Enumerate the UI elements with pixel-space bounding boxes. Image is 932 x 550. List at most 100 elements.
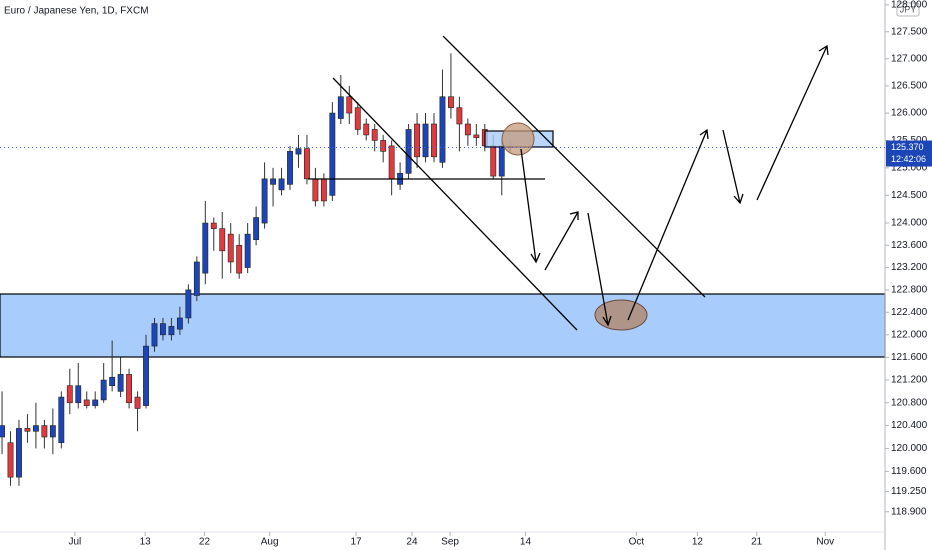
y-tick-label: 122.400 (891, 307, 928, 318)
candle-body (58, 396, 65, 444)
x-tick-label: Jul (68, 537, 81, 548)
candle-body (109, 376, 116, 387)
candle-body (244, 233, 251, 268)
x-tick-label: Oct (629, 537, 645, 548)
candle-body (380, 140, 387, 152)
y-tick-label: 126.500 (891, 80, 928, 91)
x-tick-label: 14 (520, 537, 532, 548)
candle-body (312, 178, 319, 202)
candle-body (202, 222, 209, 274)
y-tick-label: 118.900 (891, 506, 927, 517)
candle-body (236, 244, 243, 274)
drawings (308, 35, 829, 331)
candle-body (92, 399, 99, 406)
trend-line (332, 77, 578, 331)
y-tick-label: 120.400 (891, 420, 928, 431)
candle-body (100, 379, 107, 401)
candle-body (405, 129, 412, 174)
candle-body (371, 129, 378, 141)
candle-body (498, 145, 505, 177)
arrow (520, 148, 541, 264)
candle-body (7, 442, 14, 478)
candle-body (253, 217, 260, 241)
y-tick-label: 119.600 (891, 466, 927, 477)
candle-body (49, 425, 56, 438)
candle-body (431, 123, 437, 158)
candle-body (439, 96, 446, 163)
candle-body (270, 178, 276, 185)
candle-body (448, 96, 454, 108)
candle-body (304, 148, 310, 180)
candle-body (0, 425, 5, 438)
candle-body (126, 374, 133, 404)
circle-marker (501, 122, 535, 156)
currency-badge (896, 2, 920, 17)
candle-body (287, 151, 293, 185)
y-tick-label: 127.000 (891, 53, 928, 64)
candle-body (160, 323, 166, 336)
candle-body (320, 178, 327, 202)
candle-body (346, 96, 353, 114)
candle-body (83, 399, 90, 406)
x-tick-label: 24 (406, 537, 418, 548)
support-zone (0, 293, 886, 358)
candle-body (278, 178, 285, 191)
drawings-back (0, 293, 886, 358)
last-price-label: 125.370 (891, 142, 924, 152)
y-tick-label: 123.200 (891, 262, 928, 273)
candle-body (490, 145, 497, 177)
candle-body (219, 228, 226, 252)
x-tick-label: Nov (816, 537, 834, 548)
candle-body (456, 107, 463, 125)
candle-body (75, 385, 82, 404)
candle-body (41, 425, 48, 438)
candle-body (422, 123, 429, 158)
arrow (756, 44, 829, 201)
candle-body (117, 374, 124, 392)
arrow (587, 212, 612, 327)
y-tick-label: 122.800 (891, 285, 928, 296)
candle-body (363, 123, 370, 136)
y-tick-label: 125.000 (891, 162, 928, 173)
candle-body (329, 112, 336, 196)
y-tick-label: 120.000 (891, 443, 928, 454)
chart-title: Euro / Japanese Yen, 1D, FXCM (4, 6, 149, 17)
arrow (544, 211, 579, 271)
circle-marker (594, 299, 648, 331)
y-tick-label: 119.250 (891, 486, 927, 497)
candle-body (227, 233, 234, 263)
y-tick-label: 124.500 (891, 190, 928, 201)
candle-body (337, 96, 344, 119)
candle-body (464, 123, 471, 136)
candle-body (176, 317, 183, 330)
y-tick-label: 123.600 (891, 240, 928, 251)
candle-body (473, 134, 480, 138)
candle-body (185, 289, 192, 319)
candle-body (193, 261, 200, 296)
currency-label: JPY (900, 4, 917, 14)
candle-body (295, 148, 302, 155)
y-tick-label: 126.000 (891, 108, 928, 119)
candle-body (354, 107, 361, 130)
candle-body (210, 222, 217, 229)
candle-body (414, 123, 420, 158)
candle-body (151, 323, 158, 347)
candle-body (134, 396, 141, 409)
last-price-tag (886, 140, 932, 167)
candle-body (66, 385, 73, 404)
y-tick-label: 127.500 (891, 26, 928, 37)
x-tick-label: 22 (199, 537, 211, 548)
candles (0, 53, 514, 486)
countdown-label: 12:42:06 (891, 154, 926, 164)
x-tick-label: 21 (751, 537, 763, 548)
x-tick-label: 12 (692, 537, 704, 548)
x-tick-label: 17 (351, 537, 363, 548)
candle-body (143, 345, 149, 406)
x-tick-label: 13 (140, 537, 152, 548)
candle-body (261, 178, 268, 224)
y-tick-label: 121.600 (891, 352, 928, 363)
y-tick-label: 124.000 (891, 218, 928, 229)
arrow (722, 129, 744, 205)
trend-line (442, 35, 706, 298)
